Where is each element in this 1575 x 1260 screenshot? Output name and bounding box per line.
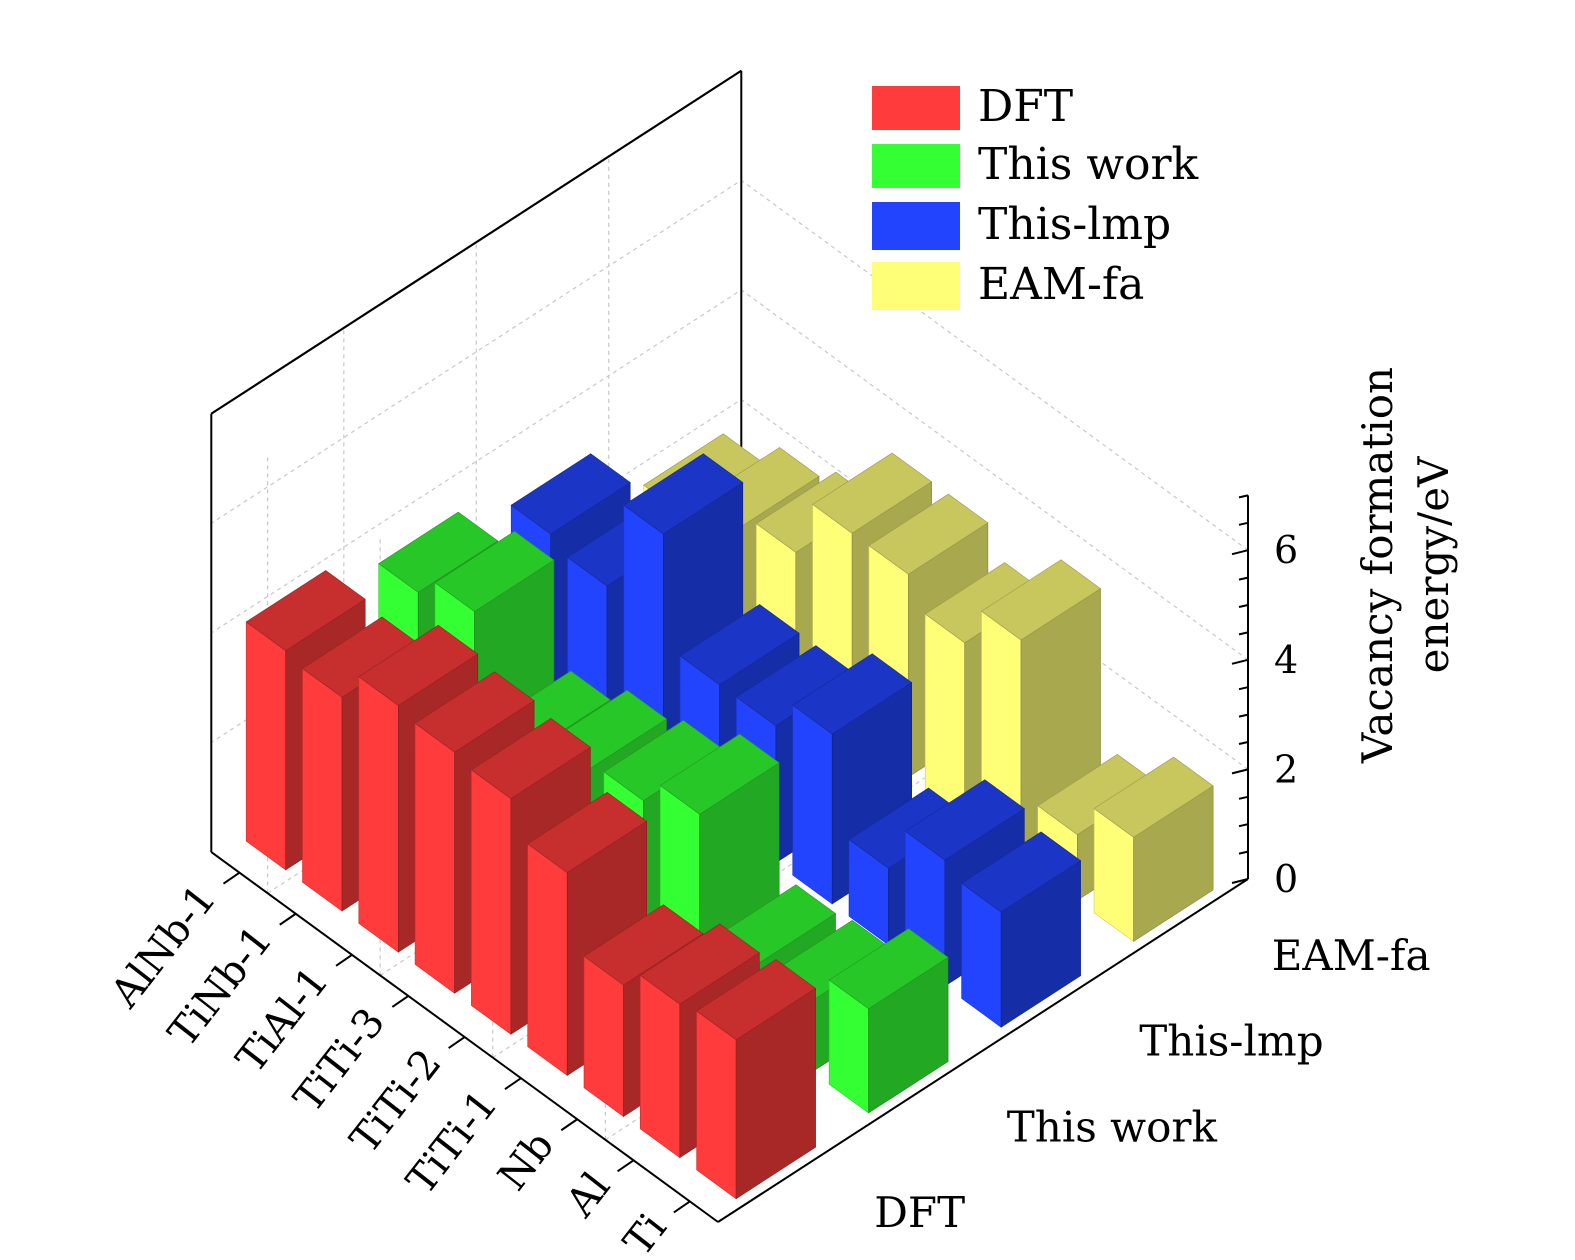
bar-face-top bbox=[623, 453, 744, 535]
bar-eam-fa-ti bbox=[1093, 756, 1214, 942]
z-tick-label-4: 4 bbox=[1274, 638, 1298, 682]
z-tick bbox=[1238, 850, 1249, 855]
legend-label-dft: DFT bbox=[978, 81, 1073, 132]
bar-face-top bbox=[904, 779, 1025, 861]
legend-swatch-dft bbox=[872, 86, 960, 130]
bar-this-work-ti bbox=[828, 928, 949, 1114]
category-tick bbox=[335, 954, 353, 967]
bar-face-top bbox=[378, 511, 499, 593]
legend-swatch-eam-fa bbox=[872, 262, 960, 310]
bar-face-top bbox=[868, 493, 989, 575]
bar-face-front bbox=[792, 704, 833, 905]
bar-face-top bbox=[812, 452, 933, 534]
bar-face-front bbox=[639, 974, 681, 1159]
bar-face-front bbox=[414, 722, 455, 994]
series-label-this-lmp: This-lmp bbox=[1139, 1017, 1323, 1066]
bar-face-top bbox=[527, 792, 648, 873]
bar-face-top bbox=[961, 831, 1082, 913]
z-tick-label-2: 2 bbox=[1274, 747, 1298, 791]
category-tick bbox=[504, 1077, 522, 1090]
z-tick bbox=[1238, 494, 1249, 499]
category-label-al: Al bbox=[557, 1164, 620, 1226]
bar-face-top bbox=[696, 959, 817, 1041]
series-label-dft: DFT bbox=[874, 1188, 965, 1237]
legend-swatch-this-lmp bbox=[872, 202, 960, 250]
z-axis-title-line-1: Vacancy formation bbox=[1353, 367, 1402, 764]
z-tick bbox=[1238, 713, 1249, 718]
category-label-nb: Nb bbox=[490, 1123, 564, 1199]
category-tick bbox=[279, 912, 297, 926]
bar-face-top bbox=[1093, 756, 1214, 838]
z-tick bbox=[1231, 549, 1249, 556]
z-tick-label-6: 6 bbox=[1274, 528, 1298, 572]
bar-face-top bbox=[792, 653, 913, 735]
z-tick bbox=[1238, 604, 1249, 608]
category-label-ti: Ti bbox=[615, 1205, 676, 1260]
bar-face-top bbox=[414, 671, 535, 753]
z-axis-title: Vacancy formation energy/eV bbox=[1353, 367, 1458, 764]
z-tick bbox=[1238, 631, 1249, 636]
bar-this-lmp-ti bbox=[961, 831, 1082, 1028]
z-axis-title-line-2: energy/eV bbox=[1409, 456, 1458, 673]
z-tick bbox=[1238, 686, 1249, 691]
bar-face-top bbox=[980, 559, 1102, 641]
bar-face-top bbox=[679, 604, 800, 686]
legend: DFT This work This-lmp EAM-fa bbox=[872, 81, 1199, 310]
legend-label-this-lmp: This-lmp bbox=[978, 199, 1171, 250]
legend-label-this-work: This work bbox=[978, 139, 1199, 190]
bar-dft-ti bbox=[696, 959, 817, 1200]
z-tick bbox=[1231, 658, 1249, 665]
bar-face-front bbox=[358, 676, 399, 953]
z-tick-label-0: 0 bbox=[1274, 857, 1298, 901]
series-label-this-work: This work bbox=[1007, 1102, 1218, 1151]
bar-face-front bbox=[471, 769, 512, 1035]
bar-face-top bbox=[510, 453, 631, 535]
bar-face-front bbox=[924, 613, 966, 819]
bar-face-top bbox=[659, 733, 780, 815]
bar-face-front bbox=[527, 843, 568, 1076]
series-label-eam-fa: EAM-fa bbox=[1272, 931, 1431, 980]
z-tick bbox=[1238, 741, 1249, 745]
bar-face-front bbox=[245, 621, 287, 871]
legend-swatch-this-work bbox=[872, 144, 960, 188]
category-tick bbox=[560, 1118, 578, 1132]
bar-face-top bbox=[358, 624, 479, 706]
bars bbox=[245, 433, 1214, 1200]
bar-face-top bbox=[828, 928, 949, 1010]
bar-face-top bbox=[639, 923, 760, 1005]
z-tick bbox=[1231, 878, 1249, 884]
bar-face-top bbox=[470, 718, 591, 799]
category-tick bbox=[673, 1200, 691, 1214]
z-tick bbox=[1238, 823, 1249, 828]
z-tick bbox=[1238, 795, 1249, 800]
category-tick bbox=[222, 871, 241, 885]
legend-label-eam-fa: EAM-fa bbox=[978, 259, 1144, 310]
z-tick bbox=[1231, 768, 1249, 775]
bar-face-top bbox=[434, 530, 555, 612]
z-tick bbox=[1238, 521, 1249, 526]
category-tick bbox=[616, 1159, 635, 1173]
bar-face-top bbox=[245, 570, 366, 652]
bar-face-front bbox=[696, 1010, 737, 1200]
category-tick bbox=[391, 995, 409, 1008]
axis-line bbox=[210, 69, 742, 415]
axis-line bbox=[717, 878, 1249, 1223]
bar-face-top bbox=[583, 904, 704, 986]
bar-face-front bbox=[302, 667, 343, 912]
category-tick bbox=[448, 1036, 466, 1049]
z-tick bbox=[1238, 576, 1249, 581]
